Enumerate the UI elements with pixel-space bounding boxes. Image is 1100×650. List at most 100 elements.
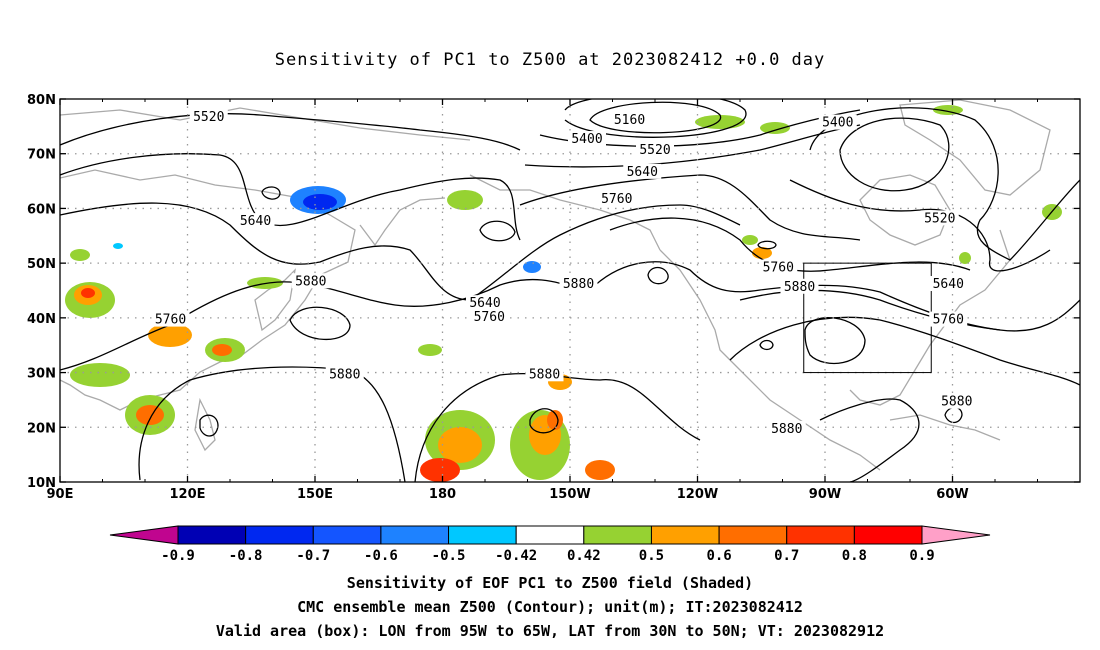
contour-label: 5880 [329, 367, 360, 382]
colorbar-label: -0.6 [364, 548, 398, 564]
contour-label: 5760 [933, 313, 964, 328]
contour-5880-south [138, 366, 406, 482]
contour-label-bg [525, 366, 564, 382]
coastline-na-west [659, 249, 881, 471]
contour-label: 5880 [295, 274, 326, 289]
contour-label: 5880 [784, 280, 815, 295]
contour-label-bg [759, 259, 798, 275]
colorbar-swatch [650, 525, 720, 545]
lon-label: 90E [47, 487, 74, 502]
contour-label: 5520 [193, 110, 224, 125]
contour-high-gulf [804, 317, 866, 365]
lon-label: 150W [549, 487, 590, 502]
lon-label: 60W [936, 487, 968, 502]
colorbar-swatch [786, 525, 855, 545]
contour-low-bering [479, 220, 516, 242]
contour-5520-west [60, 113, 521, 151]
colorbar-label: 0.8 [842, 548, 867, 564]
contour-label: 5760 [601, 192, 632, 207]
contour-5880-east [729, 316, 1080, 386]
colorbar-swatch [583, 525, 652, 545]
contour-5400-east [839, 117, 950, 192]
contour-small-low [759, 339, 774, 351]
colorbar-swatch [515, 525, 585, 545]
colorbar-label: -0.7 [296, 548, 330, 564]
contour-label-bg [559, 276, 598, 292]
contour-label: 5640 [933, 277, 964, 292]
coastline-kamchatka [359, 197, 446, 247]
colorbar-under-triangle [109, 525, 179, 545]
contour-label-bg [236, 213, 275, 229]
contour-label-bg [920, 210, 959, 226]
colorbar-swatch [718, 525, 788, 545]
contour-label-bg [818, 114, 857, 130]
lat-label: 50N [27, 257, 56, 272]
lat-label: 60N [27, 202, 56, 217]
contour-label: 5880 [529, 367, 560, 382]
lat-label: 30N [27, 367, 56, 382]
contour-5640-center [519, 174, 861, 241]
colorbar-label: 0.9 [909, 548, 934, 564]
contour-label-bg [937, 393, 976, 409]
colorbar-label: -0.42 [495, 548, 537, 564]
lat-label: 40N [27, 312, 56, 327]
contour-high-caribbean [944, 406, 963, 424]
contour-label-bg [597, 191, 636, 207]
contour-5640-east [789, 179, 1051, 272]
contour-label: 5640 [240, 214, 271, 229]
contour-label: 5640 [627, 165, 658, 180]
coastline-na-east [849, 229, 1011, 406]
contour-label: 5880 [941, 395, 972, 410]
lon-label: 120E [169, 487, 205, 502]
caption-line-3: Valid area (box): LON from 95W to 65W, L… [215, 622, 885, 640]
contour-label-bg [610, 111, 649, 127]
contour-label-bg [151, 311, 190, 327]
colorbar-swatch [312, 525, 382, 545]
contour-label-bg [780, 278, 819, 294]
contour-label-bg [568, 131, 606, 147]
coastline-caribbean [889, 414, 1001, 441]
contour-label: 5520 [924, 211, 955, 226]
colorbar-label: 0.42 [567, 548, 601, 564]
lon-label: 150E [297, 487, 333, 502]
colorbar-label: -0.9 [161, 548, 195, 564]
contour-5280 [564, 99, 747, 138]
contour-label: 5520 [639, 143, 670, 158]
contour-label-bg [929, 276, 968, 292]
contour-high-hawaii [529, 408, 559, 434]
page-title: Sensitivity of PC1 to Z500 at 2023082412… [274, 50, 826, 70]
caption-line-1: Sensitivity of EOF PC1 to Z500 field (Sh… [346, 574, 754, 592]
colorbar-label: 0.5 [639, 548, 664, 564]
contour-5880-center [589, 261, 1001, 331]
contour-low-kamchatka [261, 186, 281, 200]
contour-high-w-pacific [289, 306, 351, 341]
contour-5760-east [739, 289, 1080, 332]
contour-label-bg [470, 308, 509, 324]
contour-label-bg [636, 141, 674, 157]
colorbar-label: -0.5 [432, 548, 466, 564]
coastline-arctic [60, 107, 471, 141]
contour-small-low-2 [757, 240, 777, 250]
contour-high-philippine [199, 414, 219, 437]
gridlines [60, 99, 1080, 482]
contour-5160 [589, 101, 721, 134]
sensitivity-shading [65, 105, 1062, 482]
contour-label-bg [929, 311, 968, 327]
coastline-greenland [899, 99, 1051, 196]
colorbar-swatch [853, 525, 923, 545]
colorbar-swatch [448, 525, 517, 545]
contour-label-bg [189, 109, 228, 125]
lon-label: 180 [429, 487, 456, 502]
contour-5880-southeast [819, 398, 920, 482]
coastline-alaska [469, 174, 661, 251]
contour-label-bg [325, 366, 364, 382]
caption-line-2: CMC ensemble mean Z500 (Contour); unit(m… [297, 598, 803, 616]
colorbar-swatch [380, 525, 450, 545]
colorbar: -0.9 -0.8 -0.7 -0.6 -0.5 -0.42 0.42 0.5 0.6 0.7 0.… [109, 525, 991, 564]
lat-label: 20N [27, 421, 56, 436]
colorbar-label: 0.6 [706, 548, 731, 564]
